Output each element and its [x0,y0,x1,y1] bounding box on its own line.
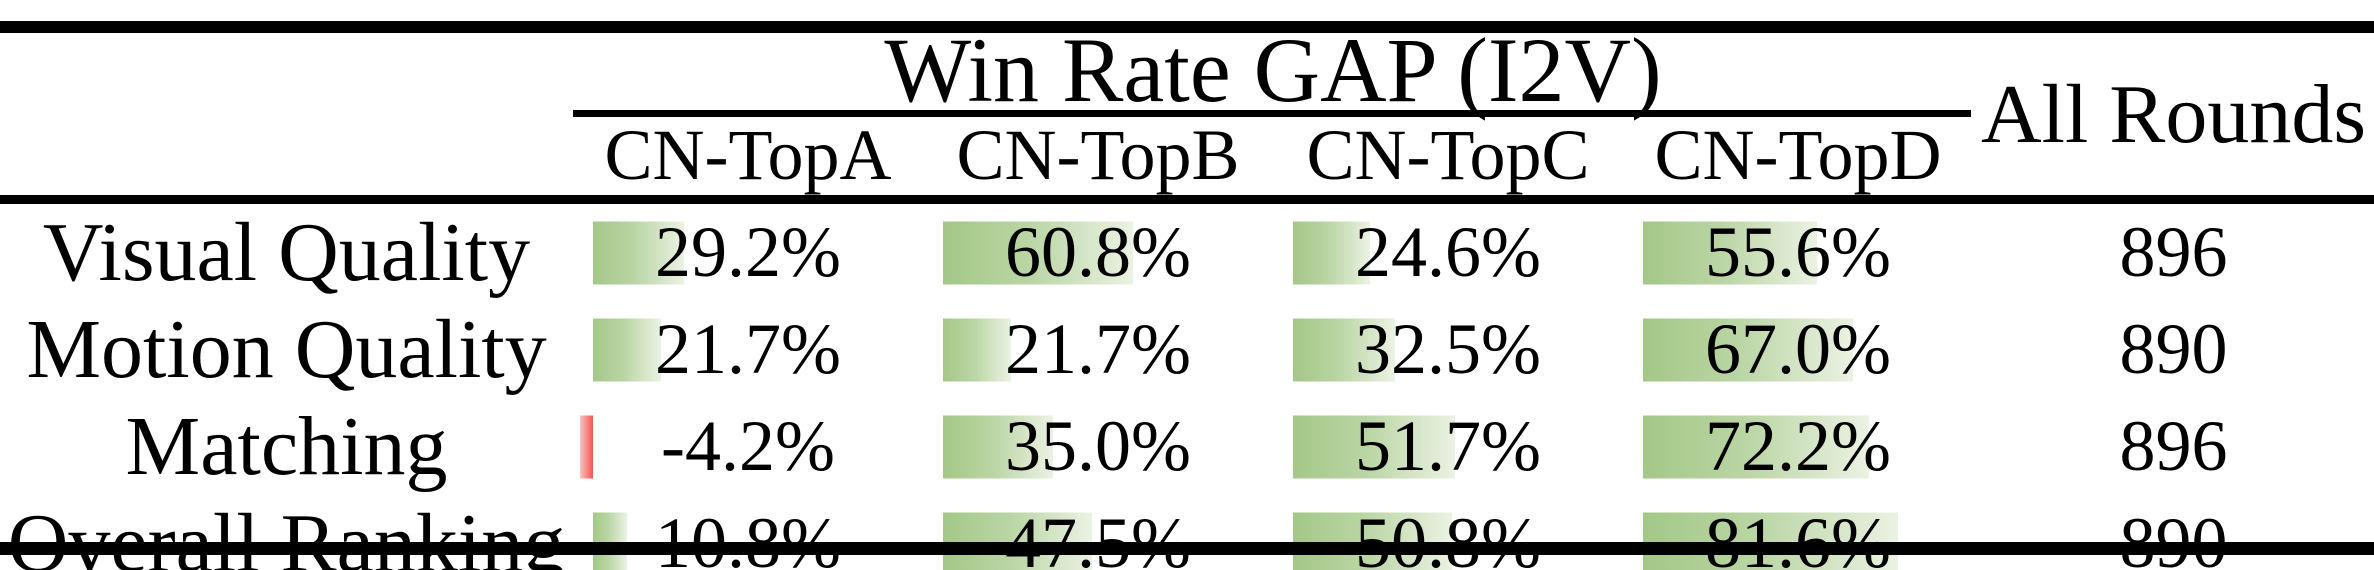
win-rate-bar [943,318,1011,381]
table-cell: 50.8% [1273,495,1623,570]
all-rounds-value: 896 [2119,406,2228,486]
win-rate-value: 29.2% [655,212,841,292]
table-bottom-rule [0,542,2374,555]
win-rate-value: 21.7% [655,309,841,389]
win-rate-bar [593,221,685,284]
win-rate-value: 21.7% [1005,309,1191,389]
win-rate-value: 10.8% [655,503,841,570]
table-cell: 67.0% [1623,301,1973,398]
table-cell: 51.7% [1273,398,1623,495]
table-body: Visual Quality 29.2% 60.8% 24.6% 55.6% 8… [0,204,2374,570]
table-cell: 29.2% [573,204,923,301]
win-rate-value: 60.8% [1005,212,1191,292]
table-cell: 60.8% [923,204,1273,301]
win-rate-bar [1293,415,1455,478]
table-row-overall-ranking: Overall Ranking 10.8% 47.5% 50.8% 81.6% … [0,495,2374,570]
win-rate-bar [943,512,1092,570]
table-row-matching: Matching -4.2% 35.0% 51.7% 72.2% 896 [0,398,2374,495]
table-cell: 32.5% [1273,301,1623,398]
table-cell: 10.8% [573,495,923,570]
span-header-title: Win Rate GAP (I2V) [884,19,1662,121]
win-rate-bar [1293,318,1395,381]
column-header-cn-topc: CN-TopC [1306,114,1590,195]
table-row-visual-quality: Visual Quality 29.2% 60.8% 24.6% 55.6% 8… [0,204,2374,301]
column-header-cn-topa: CN-TopA [604,114,892,195]
win-rate-value: 81.6% [1705,503,1891,570]
row-label: Overall Ranking [7,497,566,570]
win-rate-bar [1643,415,1869,478]
win-rate-value: 50.8% [1355,503,1541,570]
row-label: Visual Quality [42,206,531,299]
table-cell: 35.0% [923,398,1273,495]
column-headers-row: CN-TopA CN-TopB CN-TopC CN-TopD [573,115,1973,195]
table-cell: 55.6% [1623,204,1973,301]
win-rate-bar [1293,512,1452,570]
win-rate-bar [1643,221,1818,284]
all-rounds-value: 890 [2119,309,2228,389]
table-cell: 24.6% [1273,204,1623,301]
all-rounds-value: 890 [2119,503,2228,570]
table-cell: -4.2% [573,398,923,495]
column-header-all-rounds: All Rounds [1980,67,2367,161]
table-cell: 72.2% [1623,398,1973,495]
win-rate-value: 67.0% [1705,309,1891,389]
win-rate-bar-negative [579,415,593,478]
table-cell: 81.6% [1623,495,1973,570]
row-label: Matching [125,400,448,493]
win-rate-bar [593,318,661,381]
win-rate-bar [1643,512,1899,570]
win-rate-value: 51.7% [1355,406,1541,486]
all-rounds-value: 896 [2119,212,2228,292]
table-cell: 21.7% [923,301,1273,398]
win-rate-value: 72.2% [1705,406,1891,486]
win-rate-value: -4.2% [661,406,835,486]
table-cell: 21.7% [573,301,923,398]
column-header-cn-topd: CN-TopD [1654,114,1942,195]
span-header-underline [573,110,1971,117]
win-rate-bar [943,221,1134,284]
win-rate-bar [1643,318,1853,381]
table-row-motion-quality: Motion Quality 21.7% 21.7% 32.5% 67.0% 8… [0,301,2374,398]
table-top-rule [0,21,2374,33]
win-rate-value: 24.6% [1355,212,1541,292]
win-rate-bar [593,512,627,570]
header-body-divider-rule [0,195,2374,204]
win-rate-value: 47.5% [1005,503,1191,570]
win-rate-value: 35.0% [1005,406,1191,486]
row-label: Motion Quality [26,303,547,396]
win-rate-bar [1293,221,1370,284]
win-rate-value: 55.6% [1705,212,1891,292]
win-rate-bar [943,415,1053,478]
table-cell: 47.5% [923,495,1273,570]
win-rate-value: 32.5% [1355,309,1541,389]
column-header-cn-topb: CN-TopB [956,114,1240,195]
